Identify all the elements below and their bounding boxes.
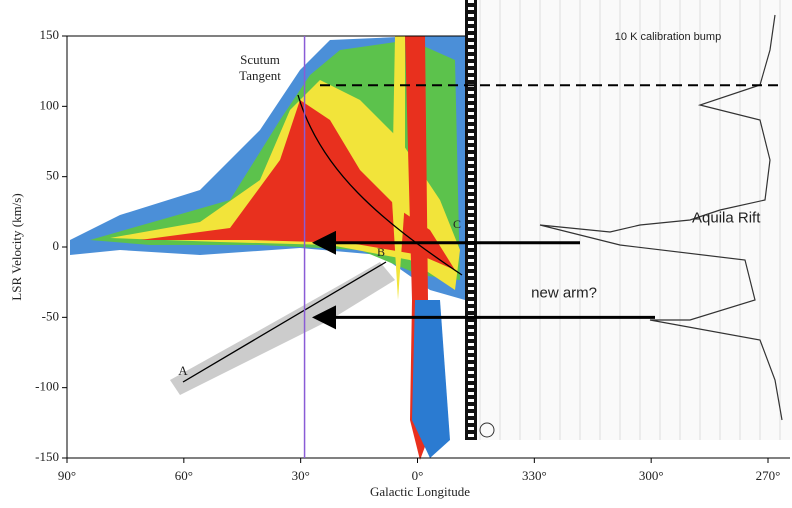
x-tick-label: 90° (58, 468, 76, 483)
arrow-label: new arm? (531, 284, 597, 301)
point-label: A (178, 363, 188, 378)
x-tick-label: 330° (522, 468, 547, 483)
y-tick-label: -150 (35, 449, 59, 464)
calibration-label: 10 K calibration bump (615, 31, 721, 43)
spiral-curve (297, 94, 463, 276)
a-b-line (182, 261, 387, 383)
x-tick-label: 60° (175, 468, 193, 483)
y-tick-label: 50 (46, 168, 59, 183)
x-tick-label: 0° (412, 468, 424, 483)
emission-map (70, 36, 465, 460)
y-tick-label: 100 (40, 97, 60, 112)
point-label: B (377, 245, 385, 259)
x-tick-label: 30° (292, 468, 310, 483)
x-tick-label: 270° (756, 468, 781, 483)
y-tick-label: 150 (40, 27, 60, 42)
y-tick-label: 0 (53, 238, 60, 253)
axes-and-annotations: -150 -100 -50 0 50 100 150 90° 60° 30° 0° 330° 300° 2… (35, 27, 780, 483)
x-axis-label: Galactic Longitude (370, 484, 470, 499)
y-tick-label: -50 (42, 308, 59, 323)
x-tick-label: 300° (639, 468, 664, 483)
point-label: C (453, 217, 461, 231)
tangent-label: Scutum (240, 52, 280, 67)
y-tick-label: -100 (35, 379, 59, 394)
arrow-label: Aquila Rift (692, 210, 761, 227)
y-axis-label: LSR Velocity (km/s) (9, 193, 24, 300)
strip-chart (465, 0, 792, 440)
tangent-label: Tangent (239, 68, 281, 83)
